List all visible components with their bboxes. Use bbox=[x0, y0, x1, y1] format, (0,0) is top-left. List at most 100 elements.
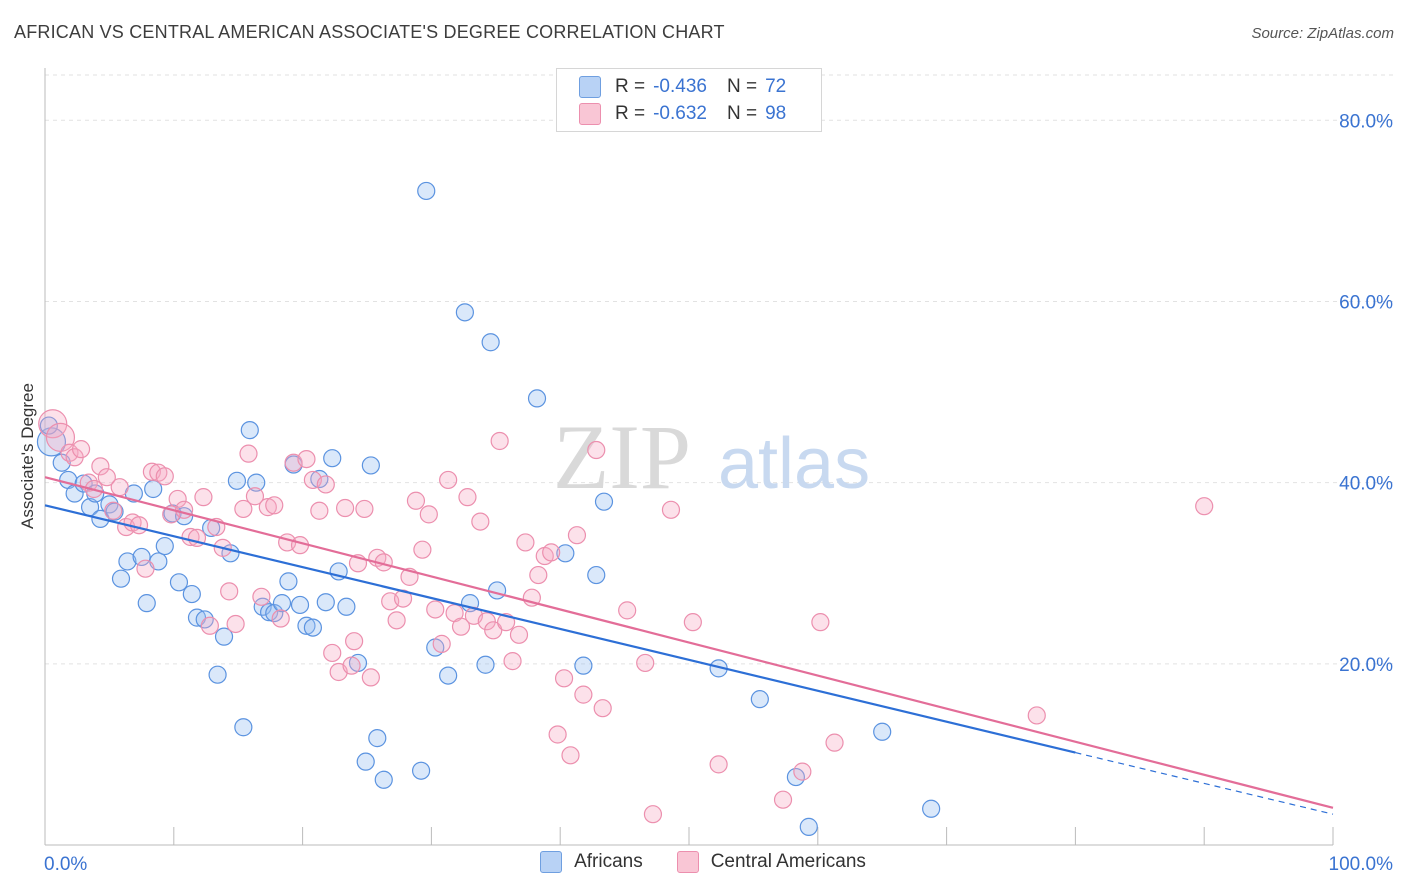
legend-swatch-africans bbox=[579, 76, 601, 98]
data-point bbox=[226, 614, 245, 634]
data-point bbox=[574, 685, 593, 704]
x-tick-label: 100.0% bbox=[1329, 854, 1394, 875]
data-point bbox=[132, 547, 151, 567]
data-point bbox=[432, 634, 451, 653]
data-point bbox=[455, 303, 474, 322]
data-point bbox=[873, 722, 892, 741]
watermark-atlas: atlas bbox=[718, 424, 870, 504]
legend-n-label: N = bbox=[726, 103, 758, 124]
data-point bbox=[260, 603, 279, 622]
data-point bbox=[310, 501, 329, 520]
trend-line-extension bbox=[1075, 752, 1334, 815]
data-point bbox=[245, 487, 265, 506]
legend-swatch-central-americans bbox=[676, 851, 699, 873]
data-point bbox=[97, 468, 116, 487]
legend-r-label: R = bbox=[615, 103, 646, 124]
data-point bbox=[169, 573, 189, 592]
data-point bbox=[194, 488, 213, 507]
data-point bbox=[750, 690, 769, 709]
legend-label-africans: Africans bbox=[574, 851, 643, 872]
data-point bbox=[527, 389, 547, 408]
legend-r-value: -0.632 bbox=[653, 103, 707, 124]
data-point bbox=[709, 755, 728, 774]
data-point bbox=[393, 589, 413, 608]
data-point bbox=[481, 333, 500, 352]
data-point bbox=[548, 725, 567, 744]
data-point bbox=[503, 652, 522, 671]
data-point bbox=[439, 666, 458, 685]
data-point bbox=[303, 618, 323, 637]
data-point bbox=[417, 181, 436, 201]
data-point bbox=[487, 581, 507, 600]
data-point bbox=[661, 500, 681, 519]
data-point bbox=[316, 475, 335, 494]
data-point bbox=[155, 536, 174, 556]
data-point bbox=[554, 669, 574, 688]
data-point bbox=[265, 496, 284, 515]
data-point bbox=[811, 613, 830, 632]
legend-r-value: -0.436 bbox=[653, 76, 707, 97]
data-point bbox=[39, 416, 58, 435]
data-point bbox=[234, 499, 253, 519]
data-point bbox=[439, 470, 458, 490]
data-point bbox=[290, 595, 310, 615]
data-point bbox=[516, 533, 535, 552]
data-point bbox=[155, 467, 174, 486]
data-point bbox=[561, 746, 580, 765]
data-point bbox=[239, 444, 258, 463]
data-point bbox=[175, 500, 194, 519]
data-point bbox=[323, 643, 342, 663]
legend-row-central-americans: R = -0.632 N = 98 bbox=[579, 100, 786, 128]
data-point bbox=[594, 492, 614, 511]
data-point bbox=[91, 457, 110, 476]
data-point bbox=[234, 718, 253, 737]
data-point bbox=[413, 540, 432, 559]
axes bbox=[44, 68, 1334, 846]
data-point bbox=[258, 498, 277, 517]
legend-item-africans[interactable]: Africans bbox=[540, 851, 643, 873]
y-tick-label: 20.0% bbox=[1339, 655, 1393, 676]
data-point bbox=[799, 817, 818, 836]
data-point bbox=[129, 516, 149, 535]
stats-legend: R = -0.436 N = 72 R = -0.632 N = 98 bbox=[556, 68, 822, 132]
data-point bbox=[556, 544, 575, 563]
series-legend: Africans Central Americans bbox=[0, 851, 1406, 873]
data-point bbox=[411, 761, 431, 780]
data-point bbox=[355, 499, 374, 519]
data-point bbox=[922, 799, 941, 818]
data-point bbox=[636, 653, 655, 673]
data-point bbox=[643, 805, 663, 824]
data-point bbox=[406, 491, 426, 510]
data-point bbox=[458, 488, 477, 507]
data-point bbox=[136, 559, 155, 578]
data-point bbox=[567, 526, 587, 545]
series-africans-points bbox=[36, 181, 941, 836]
data-point bbox=[336, 498, 355, 518]
trend-line bbox=[44, 476, 1334, 809]
data-point bbox=[118, 552, 137, 571]
data-point bbox=[316, 593, 335, 612]
y-tick-label: 40.0% bbox=[1339, 474, 1393, 495]
data-point bbox=[227, 471, 247, 490]
data-point bbox=[374, 770, 393, 789]
data-point bbox=[220, 582, 239, 601]
y-tick-label: 60.0% bbox=[1339, 292, 1393, 313]
y-tick-label: 80.0% bbox=[1339, 111, 1393, 132]
legend-item-central-americans[interactable]: Central Americans bbox=[676, 851, 866, 873]
data-point bbox=[214, 627, 234, 646]
data-point bbox=[111, 569, 131, 588]
data-point bbox=[71, 440, 91, 459]
data-point bbox=[490, 431, 509, 451]
legend-n-value: 72 bbox=[765, 76, 787, 97]
data-point bbox=[484, 621, 503, 640]
tick-labels: 20.0% 40.0% 60.0% 80.0% 0.0% 100.0% bbox=[44, 111, 1393, 875]
trend-line bbox=[44, 504, 1076, 754]
trend-lines bbox=[44, 476, 1334, 815]
data-point bbox=[38, 409, 68, 439]
data-point bbox=[368, 729, 387, 748]
x-tick-label: 0.0% bbox=[44, 854, 87, 875]
data-point bbox=[252, 587, 271, 606]
data-point bbox=[110, 478, 129, 497]
data-point bbox=[825, 733, 844, 752]
